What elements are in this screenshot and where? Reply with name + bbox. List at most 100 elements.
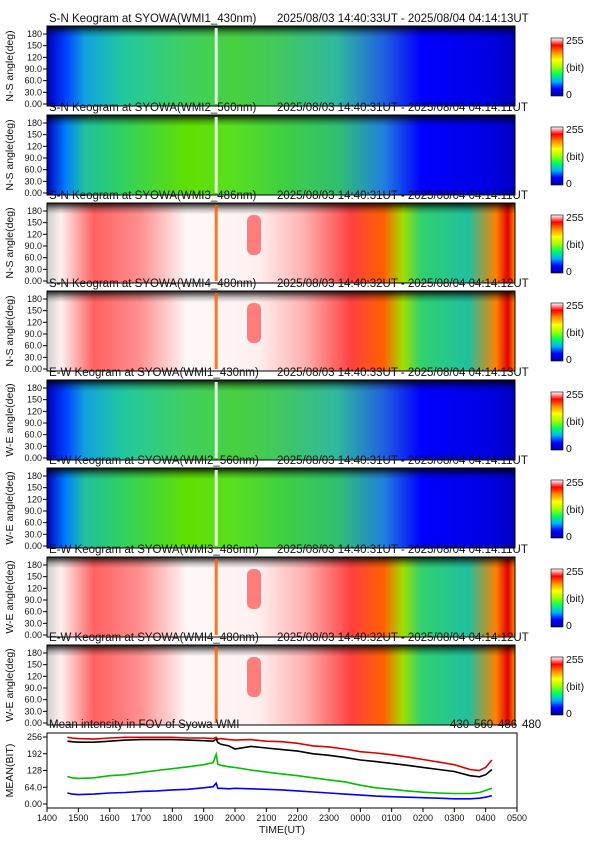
colorbar-min: 0: [566, 354, 572, 366]
keogram-ytick-label: 90.0: [24, 683, 42, 693]
lineplot-xtick-label: 0400: [476, 813, 496, 823]
colorbar-max: 255: [566, 389, 584, 401]
keogram-ytick-label: 60.0: [24, 253, 42, 263]
keogram-ytick-label: 60.0: [24, 607, 42, 617]
legend-label-560: 560: [474, 719, 493, 731]
keogram-panels: S-N Keogram at SYOWA(WMI1_430nm) 2025/08/…: [4, 13, 584, 728]
keogram-ytick-label: 90.0: [24, 153, 42, 163]
keogram-ylabel: N-S angle(deg): [4, 295, 16, 366]
lineplot-xtick-label: 2100: [256, 813, 276, 823]
keogram-ylabel: W-E angle(deg): [4, 648, 16, 721]
keogram-ytick-label: 120: [27, 317, 42, 327]
keogram-ytick-label: 30.0: [24, 264, 42, 274]
keogram-title: S-N Keogram at SYOWA(WMI4_480nm): [49, 278, 256, 290]
colorbar-max: 255: [566, 35, 584, 47]
keogram-ytick-label: 60.0: [24, 76, 42, 86]
keogram-ytick-label: 90.0: [24, 418, 42, 428]
keogram-frame: [46, 114, 516, 196]
keogram-spike: [214, 117, 218, 193]
lineplot-xtick-label: 0300: [444, 813, 464, 823]
keogram-colorbar: [550, 656, 564, 716]
lineplot-ytick-label: 192: [27, 749, 42, 759]
keogram-ytick-label: 0.00: [24, 541, 42, 551]
keogram-ytick-label: 90.0: [24, 329, 42, 339]
colorbar-unit: (bit): [566, 151, 584, 163]
keogram-ytick-label: 150: [27, 483, 42, 493]
keogram-panel: E-W Keogram at SYOWA(WMI3_486nm) 2025/08/…: [4, 544, 584, 640]
lineplot-xtick-label: 0000: [350, 813, 370, 823]
keogram-top-shade: [47, 380, 515, 460]
keogram-panel: S-N Keogram at SYOWA(WMI1_430nm) 2025/08/…: [4, 13, 584, 109]
keogram-ytick-label: 60.0: [24, 430, 42, 440]
keogram-panel: S-N Keogram at SYOWA(WMI2_560nm) 2025/08/…: [4, 102, 584, 198]
keogram-ytick-label: 120: [27, 583, 42, 593]
colorbar-unit: (bit): [566, 593, 584, 605]
keogram-ylabel: W-E angle(deg): [4, 383, 16, 456]
keogram-top-shade: [47, 557, 515, 637]
keogram-panel: S-N Keogram at SYOWA(WMI4_480nm) 2025/08/…: [4, 278, 584, 374]
keogram-ytick-label: 180: [27, 206, 42, 216]
keogram-ytick-label: 90.0: [24, 595, 42, 605]
keogram-title: E-W Keogram at SYOWA(WMI1_430nm): [49, 367, 259, 379]
colorbar-unit: (bit): [566, 681, 584, 693]
keogram-ytick-label: 0.00: [24, 99, 42, 109]
colorbar-max: 255: [566, 212, 584, 224]
keogram-spike: [214, 382, 218, 458]
keogram-colorbar: [550, 302, 564, 362]
lineplot-xtick-label: 2300: [319, 813, 339, 823]
keogram-feature: [247, 569, 261, 609]
keogram-period: 2025/08/03 14:40:33UT - 2025/08/04 04:14…: [277, 367, 529, 379]
keogram-period: 2025/08/03 14:40:31UT - 2025/08/04 04:14…: [277, 455, 528, 467]
keogram-frame: [46, 290, 516, 372]
keogram-panel: E-W Keogram at SYOWA(WMI2_560nm) 2025/08/…: [4, 455, 584, 551]
lineplot-xtick-label: 0100: [382, 813, 402, 823]
keogram-period: 2025/08/03 14:40:32UT - 2025/08/04 04:14…: [277, 278, 529, 290]
keogram-ytick-label: 180: [27, 648, 42, 658]
keogram-ylabel: N-S angle(deg): [4, 119, 16, 190]
lineplot-ytick-label: 0.00: [24, 799, 42, 809]
lineplot-xtick-label: 1500: [68, 813, 88, 823]
keogram-colorbar: [550, 391, 564, 451]
keogram-ytick-label: 120: [27, 494, 42, 504]
keogram-ytick-label: 180: [27, 29, 42, 39]
keogram-ytick-label: 180: [27, 383, 42, 393]
colorbar-max: 255: [566, 654, 584, 666]
keogram-frame: [46, 25, 516, 107]
keogram-ytick-label: 0.00: [24, 453, 42, 463]
colorbar-max: 255: [566, 300, 584, 312]
lineplot-xlabel: TIME(UT): [259, 824, 305, 836]
keogram-top-shade: [47, 468, 515, 548]
keogram-ytick-label: 0.00: [24, 630, 42, 640]
legend-label-480: 480: [522, 719, 541, 731]
colorbar-min: 0: [566, 708, 572, 720]
colorbar-min: 0: [566, 443, 572, 455]
keogram-ytick-label: 120: [27, 141, 42, 151]
keogram-period: 2025/08/03 14:40:32UT - 2025/08/04 04:14…: [277, 632, 529, 644]
keogram-top-shade: [47, 203, 515, 283]
keogram-frame: [46, 556, 516, 638]
keogram-panel: E-W Keogram at SYOWA(WMI1_430nm) 2025/08/…: [4, 367, 584, 463]
keogram-feature: [247, 303, 261, 343]
lineplot-xtick-label: 0500: [507, 813, 527, 823]
lineplot-ytick-label: 256: [27, 732, 42, 742]
keogram-ytick-label: 150: [27, 41, 42, 51]
colorbar-min: 0: [566, 266, 572, 278]
keogram-ytick-label: 0.00: [24, 276, 42, 286]
lineplot-ylabel: MEAN(BIT): [4, 744, 16, 798]
keogram-title: S-N Keogram at SYOWA(WMI1_430nm): [49, 13, 256, 25]
colorbar-unit: (bit): [566, 327, 584, 339]
lineplot-xtick-label: 1600: [100, 813, 120, 823]
keogram-spike: [214, 293, 218, 369]
lineplot-xtick-label: 1900: [194, 813, 214, 823]
lineplot-xtick-label: 1800: [162, 813, 182, 823]
colorbar-min: 0: [566, 89, 572, 101]
keogram-ytick-label: 180: [27, 294, 42, 304]
keogram-panel: E-W Keogram at SYOWA(WMI4_480nm) 2025/08/…: [4, 632, 584, 728]
keogram-title: E-W Keogram at SYOWA(WMI2_560nm): [49, 455, 259, 467]
keogram-ytick-label: 90.0: [24, 241, 42, 251]
keogram-period: 2025/08/03 14:40:31UT - 2025/08/04 04:14…: [277, 544, 528, 556]
keogram-title: S-N Keogram at SYOWA(WMI3_486nm): [49, 190, 256, 202]
keogram-frame: [46, 644, 516, 726]
keogram-ylabel: W-E angle(deg): [4, 471, 16, 544]
lineplot-ytick-label: 64.0: [24, 782, 42, 792]
